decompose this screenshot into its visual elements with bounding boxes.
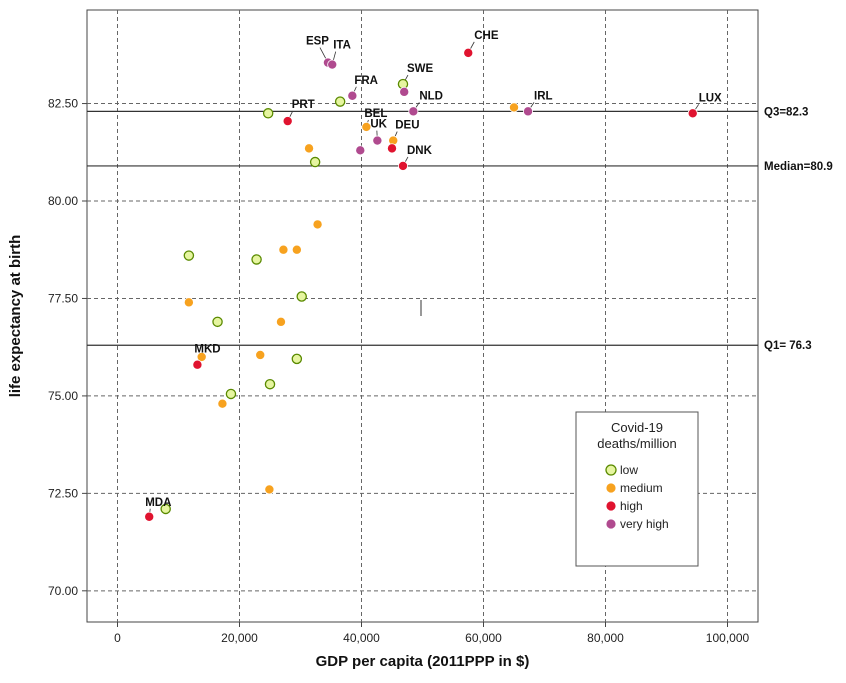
x-tick-label: 20,000	[221, 631, 258, 645]
reference-line-label: Q1= 76.3	[764, 340, 812, 352]
data-point	[327, 59, 338, 70]
reference-line-label: Median=80.9	[764, 161, 833, 173]
data-point	[523, 106, 534, 117]
x-tick-label: 0	[114, 631, 121, 645]
data-point	[347, 90, 358, 101]
x-axis-ticks: 0 20,000 40,000 60,000 80,000 100,000	[114, 622, 750, 645]
data-point	[291, 244, 302, 255]
x-tick-label: 40,000	[343, 631, 380, 645]
data-point	[296, 291, 307, 302]
data-point	[264, 484, 275, 495]
point-label: ESP	[306, 36, 329, 48]
point-label: DNK	[407, 145, 433, 157]
point-label: FRA	[354, 75, 378, 87]
data-point	[192, 359, 203, 370]
legend-title-line-1: Covid-19	[611, 420, 663, 435]
reference-line-label: Q3=82.3	[764, 106, 808, 118]
point-label: NLD	[419, 90, 443, 102]
grid-lines	[87, 10, 758, 622]
reference-lines: Q3=82.3 Median=80.9 Q1= 76.3	[87, 106, 833, 352]
point-label: DEU	[395, 120, 419, 132]
legend-marker	[605, 518, 617, 530]
point-label: SWE	[407, 63, 434, 75]
y-tick-label: 75.00	[48, 389, 78, 403]
data-point	[144, 511, 155, 522]
point-label: ITA	[333, 40, 351, 52]
data-points	[144, 47, 698, 522]
data-point	[225, 388, 237, 400]
point-label: PRT	[292, 99, 315, 111]
data-point	[262, 108, 274, 119]
y-tick-label: 80.00	[48, 194, 78, 208]
legend-marker	[605, 464, 617, 476]
point-label: CHE	[474, 30, 499, 42]
y-tick-label: 77.50	[48, 291, 78, 305]
data-point	[687, 108, 698, 119]
data-point	[397, 160, 408, 171]
data-point	[217, 398, 228, 409]
x-tick-label: 60,000	[465, 631, 502, 645]
legend-title-line-2: deaths/million	[597, 436, 677, 451]
data-point	[160, 503, 171, 515]
legend: Covid-19 deaths/million low medium high ver…	[575, 411, 699, 567]
data-point	[408, 106, 419, 117]
x-tick-label: 80,000	[587, 631, 624, 645]
legend-label: high	[620, 499, 643, 513]
data-point	[399, 86, 410, 97]
point-label: IRL	[534, 90, 553, 102]
legend-box	[575, 411, 699, 567]
data-point	[183, 297, 194, 308]
data-point	[386, 143, 397, 154]
legend-marker	[605, 500, 617, 512]
legend-label: very high	[620, 517, 669, 531]
x-tick-label: 100,000	[706, 631, 750, 645]
data-point	[251, 254, 262, 265]
legend-entries: low medium high very high	[605, 463, 669, 531]
data-point	[355, 145, 366, 156]
data-point	[278, 244, 289, 255]
y-tick-label: 82.50	[48, 97, 78, 111]
point-label: LUX	[699, 92, 722, 104]
legend-label: medium	[620, 481, 663, 495]
data-point	[312, 219, 323, 230]
data-point	[275, 316, 286, 327]
y-axis-title: life expectancy at birth	[7, 235, 24, 398]
y-tick-label: 72.50	[48, 486, 78, 500]
data-point	[304, 143, 315, 154]
point-label: BEL	[364, 108, 387, 120]
data-point	[361, 121, 372, 132]
point-label: MKD	[194, 344, 220, 356]
legend-label: low	[620, 463, 638, 477]
data-point	[372, 135, 383, 146]
point-label: MDA	[145, 497, 171, 509]
y-axis-ticks: 70.00 72.50 75.00 77.50 80.00 82.50	[48, 97, 87, 598]
point-label: UK	[370, 119, 387, 131]
data-point	[463, 47, 474, 58]
data-point	[196, 351, 207, 362]
data-point	[212, 316, 223, 328]
legend-marker	[605, 482, 617, 494]
x-axis-title: GDP per capita (2011PPP in $)	[316, 653, 530, 670]
data-point	[291, 353, 303, 365]
point-labels: ESP ITA CHE SWE FRA NLD IRL LUX PRT BEL DEU UK DNK MK…	[145, 30, 722, 509]
data-point	[309, 156, 321, 168]
y-tick-label: 70.00	[48, 584, 78, 598]
data-point	[264, 378, 276, 390]
data-point	[255, 349, 266, 360]
data-point	[508, 102, 519, 113]
data-point	[334, 96, 346, 107]
data-point	[282, 116, 293, 127]
data-point	[183, 250, 195, 261]
